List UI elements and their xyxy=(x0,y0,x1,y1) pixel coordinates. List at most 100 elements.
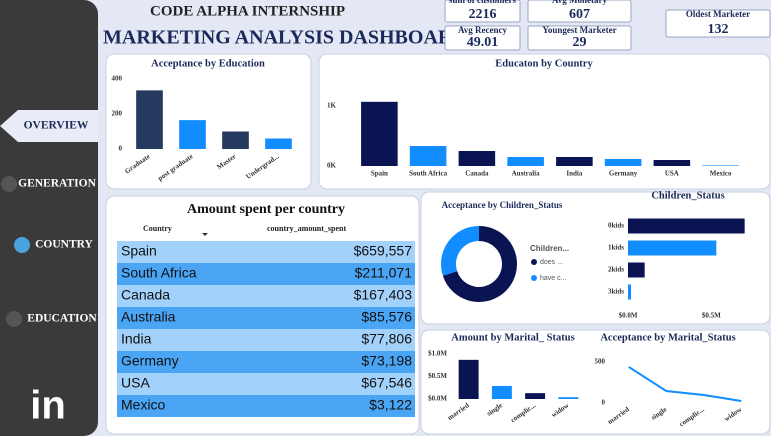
table-cell: $73,198 xyxy=(361,353,412,369)
legend-swatch xyxy=(531,259,537,265)
x-tick-label: $0.0M xyxy=(619,312,638,320)
y-tick-label: $1.0M xyxy=(428,350,447,358)
table-cell: $167,403 xyxy=(354,287,413,303)
table-cell: Australia xyxy=(121,309,176,325)
table-cell: $659,557 xyxy=(354,243,413,259)
bar xyxy=(628,262,645,278)
table-cell: Mexico xyxy=(121,397,166,413)
column-header: country_amount_spent xyxy=(267,224,346,233)
table-cell: $85,576 xyxy=(361,309,412,325)
line xyxy=(628,366,742,403)
bar xyxy=(507,157,544,166)
y-tick-label: 1K xyxy=(327,102,337,110)
bar xyxy=(556,157,593,166)
kpi-card xyxy=(444,25,521,51)
bar xyxy=(558,397,579,399)
y-tick-label: $0.5M xyxy=(428,372,447,380)
table-row xyxy=(117,351,415,373)
table-cell: Spain xyxy=(121,243,157,259)
nav-item[interactable]: EDUCATION xyxy=(27,313,97,325)
table-row xyxy=(117,329,415,351)
bar xyxy=(628,284,631,300)
panel xyxy=(105,53,312,190)
y-tick-label: 0kids xyxy=(608,222,624,230)
y-tick-label: $0.0M xyxy=(428,395,447,403)
panel xyxy=(420,191,771,325)
table-row xyxy=(117,263,415,285)
table-row xyxy=(117,307,415,329)
table-row xyxy=(117,285,415,307)
kpi-card xyxy=(665,9,771,38)
x-tick-label: India xyxy=(566,170,582,178)
bar xyxy=(361,101,398,166)
column-header: Country xyxy=(143,224,172,233)
kpi-card xyxy=(527,25,632,51)
x-tick-label: $0.5M xyxy=(702,312,721,320)
header-title: MARKETING ANALYSIS DASHBOARD xyxy=(103,27,467,49)
y-tick-label: 0K xyxy=(327,162,337,170)
nav-icon xyxy=(14,237,30,253)
kpi-label: Youngest Marketer xyxy=(542,25,616,35)
table-cell: USA xyxy=(121,375,150,391)
kpi-value: 607 xyxy=(569,7,590,22)
x-tick-label: Mexico xyxy=(710,170,732,178)
nav-icon xyxy=(6,311,22,327)
kpi-value: 29 xyxy=(573,35,587,50)
active-nav-marker xyxy=(0,110,98,142)
table-row xyxy=(117,395,415,417)
kpi-label: Oldest Marketer xyxy=(686,9,750,19)
bar xyxy=(265,138,292,149)
chart-title: Educaton by Country xyxy=(495,58,593,69)
y-tick-label: 0 xyxy=(119,145,123,153)
chart-title: Children_Status xyxy=(651,190,724,201)
kpi-value: 49.01 xyxy=(467,35,499,50)
legend-swatch xyxy=(531,275,537,281)
legend-entry: does ... xyxy=(540,259,563,266)
kpi-card xyxy=(444,0,521,23)
nav-item[interactable]: GENERATION xyxy=(18,178,96,190)
table-cell: $211,071 xyxy=(355,265,413,281)
bar xyxy=(222,131,249,149)
table-cell: Canada xyxy=(121,287,170,303)
y-tick-label: 400 xyxy=(112,75,123,83)
sidebar xyxy=(0,0,98,436)
bar xyxy=(136,90,163,149)
kpi-label: sum of customers xyxy=(449,0,516,5)
bar xyxy=(702,165,739,166)
y-tick-label: 3kids xyxy=(608,288,624,296)
table-header xyxy=(117,221,415,240)
chart-title: Acceptance by Education xyxy=(151,58,265,69)
nav-icon xyxy=(1,176,17,192)
legend-title: Children... xyxy=(530,244,569,253)
nav-item[interactable]: COUNTRY xyxy=(35,239,93,251)
chart-title: Acceptance by Marital_Status xyxy=(600,332,735,343)
kpi-card xyxy=(527,0,632,23)
panel xyxy=(420,329,771,435)
y-tick-label: 200 xyxy=(112,110,123,118)
table-cell: $3,122 xyxy=(369,397,412,413)
y-tick-label: 2kids xyxy=(608,266,624,274)
y-tick-label: 0 xyxy=(602,399,606,407)
kpi-label: Avg Recency xyxy=(458,25,508,35)
bar xyxy=(458,359,479,399)
bar xyxy=(458,151,496,166)
bar xyxy=(628,240,717,256)
bar xyxy=(628,218,745,234)
donut-slice xyxy=(441,226,479,276)
donut-slice xyxy=(442,226,518,302)
table-title: Amount spent per country xyxy=(187,202,345,217)
bar xyxy=(525,393,546,399)
bar xyxy=(604,158,642,166)
table-cell: $77,806 xyxy=(361,331,412,347)
table-row xyxy=(117,241,415,263)
x-tick-label: Canada xyxy=(465,170,489,178)
kpi-value: 2216 xyxy=(469,7,497,22)
nav-item[interactable]: OVERVIEW xyxy=(24,120,89,132)
table-cell: $67,546 xyxy=(361,375,412,391)
bar xyxy=(491,385,512,399)
table-row xyxy=(117,373,415,395)
kpi-label: Avg Monetary xyxy=(552,0,608,5)
bar xyxy=(179,120,206,149)
y-tick-label: 500 xyxy=(595,358,606,366)
